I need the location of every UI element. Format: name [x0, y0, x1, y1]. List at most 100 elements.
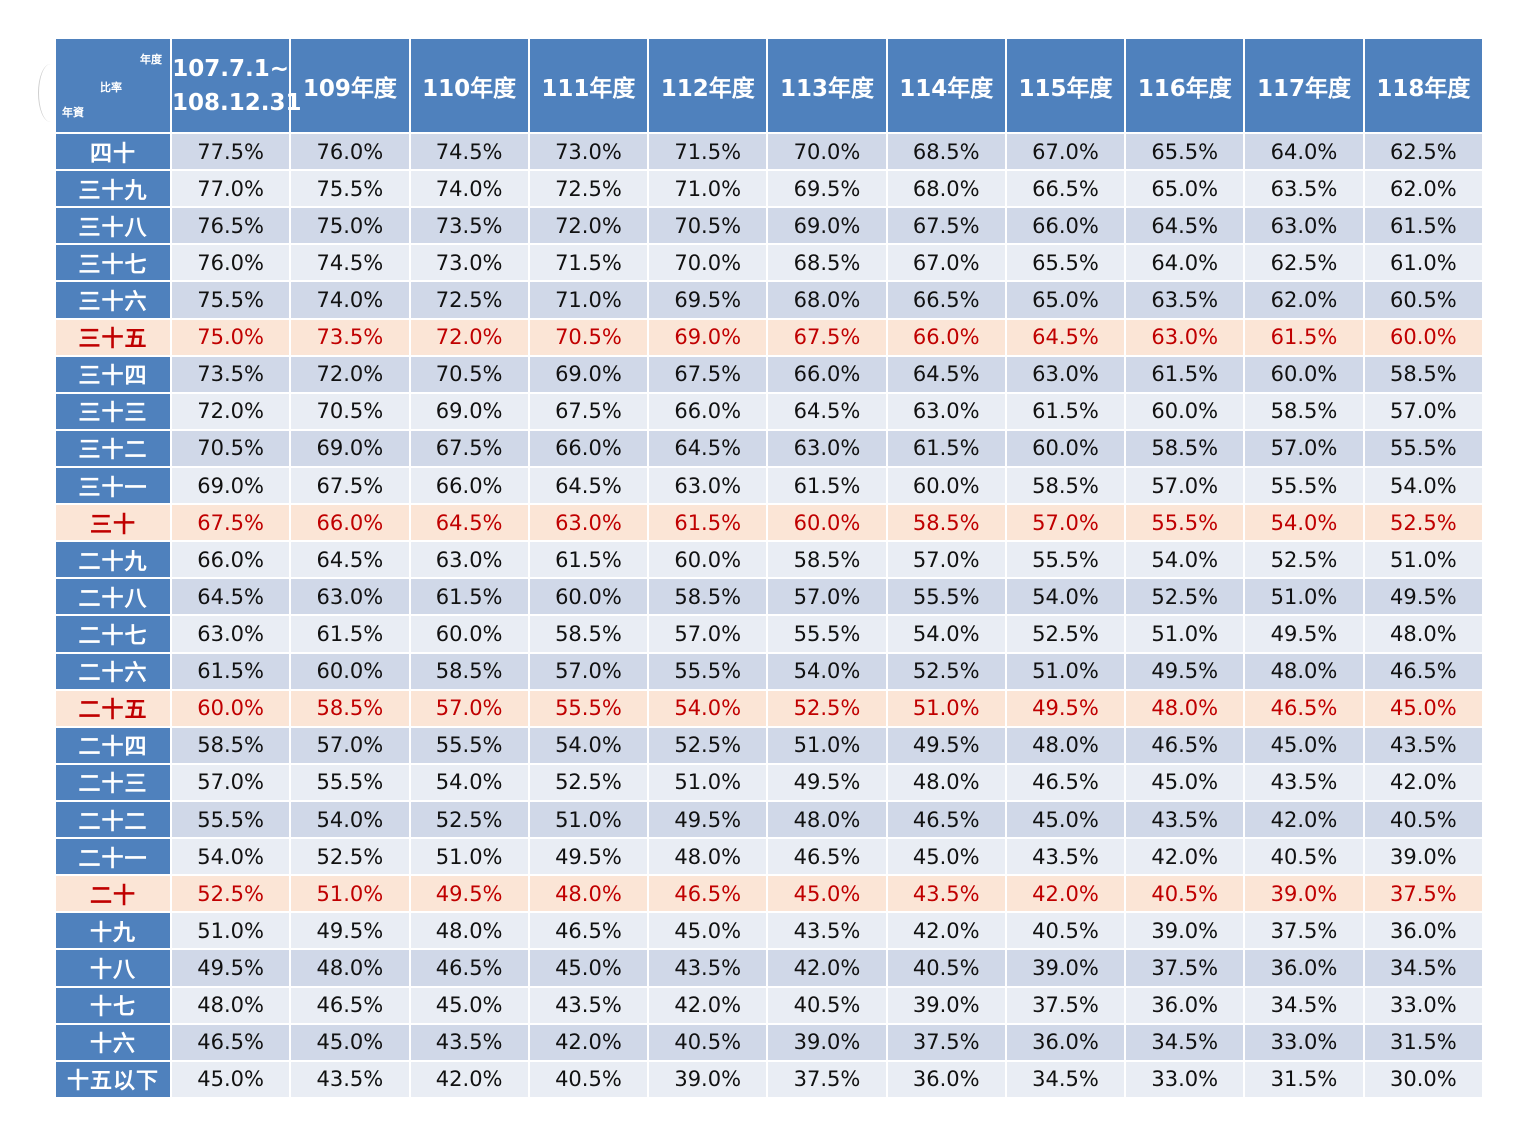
rate-cell: 42.0% — [885, 911, 1007, 951]
rate-cell: 71.0% — [647, 169, 769, 209]
rate-cell: 55.5% — [1243, 465, 1365, 506]
row-header-seniority: 三十八 — [54, 206, 172, 246]
rate-cell: 43.5% — [1362, 725, 1485, 765]
rate-cell: 48.0% — [1124, 688, 1246, 728]
rate-cell: 51.0% — [408, 837, 530, 877]
rate-cell: 57.0% — [885, 540, 1007, 580]
rate-cell: 45.0% — [1004, 799, 1127, 840]
rate-cell: 54.0% — [1004, 577, 1127, 617]
rate-cell: 61.5% — [408, 577, 530, 617]
rate-cell: 40.5% — [1124, 874, 1246, 914]
row-header-seniority: 二十六 — [54, 651, 172, 691]
rate-cell: 57.0% — [408, 688, 530, 728]
rate-cell: 49.5% — [1362, 577, 1485, 617]
rate-cell: 57.0% — [527, 651, 650, 691]
row-header-seniority: 十八 — [54, 948, 172, 988]
table-row: 二十六 61.5% 60.0% 58.5% 57.0% 55.5% 54.0% 52.5% 51… — [54, 651, 1485, 691]
rate-cell: 68.0% — [766, 280, 888, 320]
rate-cell: 54.0% — [1124, 540, 1246, 580]
rate-cell: 49.5% — [1004, 688, 1127, 728]
rate-cell: 45.0% — [169, 1059, 292, 1100]
rate-cell: 43.5% — [1004, 837, 1127, 877]
rate-cell: 49.5% — [289, 911, 411, 951]
rate-cell: 61.5% — [527, 540, 650, 580]
rate-cell: 52.5% — [766, 688, 888, 728]
rate-cell: 66.0% — [1004, 206, 1127, 246]
rate-cell: 62.5% — [1243, 243, 1365, 283]
table-row: 三十六 75.5% 74.0% 72.5% 71.0% 69.5% 68.0% 66.5% 65… — [54, 280, 1485, 320]
rate-cell: 65.0% — [1124, 169, 1246, 209]
column-header: 109年度 — [289, 37, 411, 134]
rate-cell: 72.0% — [408, 317, 530, 357]
rate-cell: 67.5% — [885, 206, 1007, 246]
rate-cell: 58.5% — [527, 614, 650, 654]
rate-cell: 42.0% — [1362, 762, 1485, 802]
rate-cell: 77.0% — [169, 169, 292, 209]
row-header-seniority: 十九 — [54, 911, 172, 951]
rate-cell: 37.5% — [1004, 985, 1127, 1025]
rate-cell: 64.5% — [1124, 206, 1246, 246]
rate-cell: 37.5% — [1243, 911, 1365, 951]
table-row: 十九 51.0% 49.5% 48.0% 46.5% 45.0% 43.5% 42.0% 40.… — [54, 911, 1485, 951]
rate-cell: 72.0% — [169, 391, 292, 431]
column-header: 114年度 — [885, 37, 1007, 134]
rate-cell: 73.0% — [527, 131, 650, 172]
rate-cell: 36.0% — [885, 1059, 1007, 1100]
rate-cell: 49.5% — [885, 725, 1007, 765]
table-row: 三十一 69.0% 67.5% 66.0% 64.5% 63.0% 61.5% 60.0% 58… — [54, 465, 1485, 506]
rate-cell: 75.0% — [169, 317, 292, 357]
row-header-seniority: 三十五 — [54, 317, 172, 357]
rate-cell: 63.0% — [527, 503, 650, 543]
rate-cell: 40.5% — [766, 985, 888, 1025]
rate-cell: 71.5% — [527, 243, 650, 283]
rate-cell: 73.5% — [289, 317, 411, 357]
rate-cell: 73.0% — [408, 243, 530, 283]
rate-cell: 57.0% — [1124, 465, 1246, 506]
rate-cell: 57.0% — [766, 577, 888, 617]
table-row: 二十五 60.0% 58.5% 57.0% 55.5% 54.0% 52.5% 51.0% 49… — [54, 688, 1485, 728]
rate-cell: 67.5% — [289, 465, 411, 506]
rate-cell: 54.0% — [647, 688, 769, 728]
rate-cell: 61.0% — [1362, 243, 1485, 283]
rate-cell: 45.0% — [1243, 725, 1365, 765]
rate-cell: 42.0% — [527, 1022, 650, 1062]
rate-cell: 37.5% — [885, 1022, 1007, 1062]
table-row: 十八 49.5% 48.0% 46.5% 45.0% 43.5% 42.0% 40.5% 39.… — [54, 948, 1485, 988]
rate-cell: 60.0% — [647, 540, 769, 580]
rate-cell: 51.0% — [1243, 577, 1365, 617]
rate-cell: 55.5% — [885, 577, 1007, 617]
column-header: 110年度 — [408, 37, 530, 134]
column-header: 115年度 — [1004, 37, 1127, 134]
rate-cell: 63.0% — [1124, 317, 1246, 357]
rate-cell: 61.5% — [1004, 391, 1127, 431]
rate-cell: 42.0% — [1243, 799, 1365, 840]
rate-cell: 52.5% — [527, 762, 650, 802]
rate-cell: 51.0% — [1124, 614, 1246, 654]
rate-cell: 58.5% — [1243, 391, 1365, 431]
rate-cell: 46.5% — [1124, 725, 1246, 765]
rate-cell: 43.5% — [289, 1059, 411, 1100]
column-header: 113年度 — [766, 37, 888, 134]
rate-cell: 46.5% — [289, 985, 411, 1025]
rate-cell: 66.0% — [766, 354, 888, 394]
rate-cell: 64.5% — [169, 577, 292, 617]
rate-cell: 61.5% — [1243, 317, 1365, 357]
rate-cell: 58.5% — [766, 540, 888, 580]
rate-cell: 66.0% — [169, 540, 292, 580]
rate-cell: 52.5% — [169, 874, 292, 914]
rate-cell: 74.0% — [289, 280, 411, 320]
row-header-seniority: 三十二 — [54, 428, 172, 468]
table-row: 三十五 75.0% 73.5% 72.0% 70.5% 69.0% 67.5% 66.0% 64… — [54, 317, 1485, 357]
rate-cell: 66.5% — [885, 280, 1007, 320]
rate-cell: 43.5% — [766, 911, 888, 951]
rate-cell: 40.5% — [885, 948, 1007, 988]
rate-cell: 55.5% — [1362, 428, 1485, 468]
rate-cell: 49.5% — [647, 799, 769, 840]
rate-cell: 42.0% — [647, 985, 769, 1025]
rate-cell: 48.0% — [408, 911, 530, 951]
rate-cell: 71.5% — [647, 131, 769, 172]
row-header-seniority: 二十 — [54, 874, 172, 914]
table-row: 三十九 77.0% 75.5% 74.0% 72.5% 71.0% 69.5% 68.0% 66… — [54, 169, 1485, 209]
rate-cell: 48.0% — [169, 985, 292, 1025]
rate-cell: 42.0% — [408, 1059, 530, 1100]
